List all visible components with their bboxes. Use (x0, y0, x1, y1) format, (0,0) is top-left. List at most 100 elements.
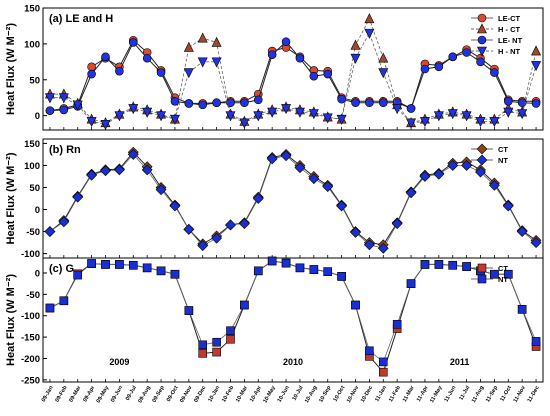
panel-label: (c) G (49, 263, 74, 275)
data-point (309, 265, 319, 274)
data-point (295, 263, 305, 273)
x-tick-label: 09-Sep (152, 384, 167, 403)
data-point (266, 153, 278, 165)
x-tick-label: 09-Oct (166, 385, 180, 403)
data-point (490, 269, 499, 279)
x-tick-label: 10-Mar (235, 384, 249, 403)
data-point (86, 117, 97, 128)
data-point (128, 104, 139, 115)
data-point (419, 171, 431, 182)
data-point (197, 57, 208, 68)
series-nt (45, 256, 541, 367)
data-point (240, 98, 249, 108)
data-point (225, 219, 236, 231)
data-point (351, 300, 360, 310)
series-nt (44, 149, 542, 254)
data-point (406, 118, 417, 129)
x-tick-label: 10-Jul (292, 385, 305, 402)
data-point (73, 270, 83, 280)
data-point (183, 68, 194, 79)
y-tick-label: -50 (26, 227, 40, 238)
x-tick-label: 11-Feb (388, 384, 402, 403)
data-point (127, 149, 139, 160)
data-point (170, 96, 180, 106)
data-point (516, 226, 528, 237)
legend-marker (476, 143, 488, 155)
data-point (476, 57, 485, 67)
data-point (531, 99, 541, 108)
y-tick-label: -250 (21, 375, 40, 386)
x-tick-label: 11-Nov (513, 384, 528, 403)
data-point (44, 226, 56, 237)
x-tick-label: 10-Apr (249, 384, 263, 403)
data-point (363, 239, 375, 251)
y-tick-label: 50 (29, 183, 40, 194)
data-point (240, 300, 249, 310)
data-point (461, 111, 472, 122)
legend-marker (477, 35, 487, 45)
x-tick-label: 11-Jun (444, 384, 458, 403)
x-tick-label: 11-Apr (416, 384, 430, 403)
x-tick-label: 09-Jan (41, 384, 55, 403)
y-tick-label: -50 (26, 290, 40, 301)
x-tick-label: 11-Dec (527, 385, 541, 403)
y-tick-label: -100 (21, 249, 40, 260)
data-point (434, 260, 444, 269)
data-point (295, 53, 305, 63)
data-point (377, 242, 389, 254)
legend-label: H - NT (498, 47, 520, 56)
panel-1: 0 50 100 150 Heat Flux (W M⁻²) (a) LE and H LE… (5, 4, 544, 131)
data-point (86, 169, 98, 181)
plot-frame (42, 257, 544, 383)
data-point (419, 117, 430, 128)
data-point (378, 357, 388, 367)
data-point (447, 109, 458, 120)
data-point (100, 165, 111, 177)
y-axis-label: Heat Flux (W M⁻²) (5, 23, 17, 115)
data-point (350, 227, 361, 238)
data-point (211, 232, 223, 244)
data-point (405, 187, 417, 199)
data-point (323, 267, 333, 276)
x-tick-label: 11-Mar (402, 384, 416, 403)
data-point (198, 100, 208, 110)
x-tick-label: 09-Nov (179, 384, 194, 404)
legend-label: CT (498, 264, 508, 273)
data-point (406, 279, 416, 288)
data-point (364, 13, 375, 24)
data-point (503, 96, 513, 106)
data-point (391, 218, 403, 230)
data-point (183, 223, 195, 235)
data-point (212, 347, 221, 357)
legend-label: NT (498, 275, 508, 284)
y-tick-label: 150 (24, 4, 40, 15)
data-point (462, 262, 471, 271)
legend-label: CT (498, 145, 508, 154)
y-tick-label: -200 (21, 354, 40, 365)
data-point (337, 94, 346, 104)
y-tick-label: 0 (35, 111, 40, 122)
data-point (322, 113, 333, 124)
data-point (114, 111, 125, 122)
x-tick-label: 11-Aug (471, 385, 485, 404)
year-label: 2010 (283, 357, 303, 367)
panel-2: -100 -50 0 50 100 150 Heat Flux (W M⁻²) (b) Rn C… (5, 138, 544, 260)
data-point (406, 104, 416, 113)
data-point (350, 53, 361, 64)
data-point (59, 105, 69, 115)
data-point (253, 266, 263, 276)
data-point (309, 71, 319, 81)
data-point (308, 173, 320, 185)
x-tick-label: 09-Feb (55, 384, 69, 403)
data-point (280, 150, 292, 162)
data-point (169, 114, 180, 125)
x-tick-label: 09-May (96, 384, 111, 404)
panel-label: (b) Rn (49, 144, 81, 156)
data-point (461, 160, 473, 171)
legend-marker (476, 154, 488, 166)
x-tick-label: 09-Mar (68, 384, 82, 403)
data-point (197, 240, 209, 252)
data-point (517, 109, 528, 120)
data-point (87, 62, 96, 72)
